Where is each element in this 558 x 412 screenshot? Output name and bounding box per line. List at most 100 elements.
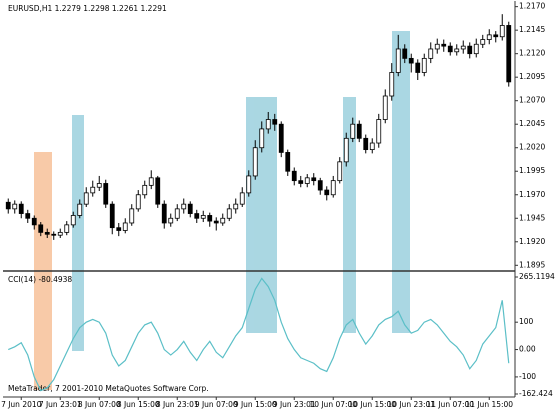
y-tick-label: 1.2120 (519, 49, 545, 58)
candle-body (83, 192, 89, 205)
candle-body (174, 208, 180, 219)
candle-body (259, 128, 265, 149)
candle-body (57, 231, 63, 236)
candle-body (194, 213, 200, 219)
chart-title: EURUSD,H1 1.2279 1.2298 1.2261 1.2291 (8, 4, 167, 13)
y-tick-label: 100 (519, 317, 534, 326)
candle-body (96, 183, 102, 188)
candle-body (447, 45, 453, 53)
candle-body (350, 123, 356, 139)
highlight-blue (392, 31, 410, 333)
candle-body (38, 224, 44, 233)
candle-body (64, 224, 70, 233)
y-tick-label: 1.1895 (519, 260, 545, 269)
candle-body (187, 203, 193, 214)
highlight-blue (72, 115, 84, 351)
candle-body (278, 123, 284, 153)
candle-body (291, 170, 297, 182)
x-tick-label: 7 Jun 2010 (1, 400, 42, 409)
candle-body (337, 161, 343, 182)
y-tick-label: 1.1970 (519, 190, 545, 199)
candle-body (103, 183, 109, 205)
indicator-title: CCI(14) -80.4938 (8, 275, 72, 284)
candle-body (428, 48, 434, 59)
y-tick-label: 1.2045 (519, 119, 545, 128)
candle-body (109, 203, 115, 229)
x-tick-label: 9 Jun 23:01 (273, 400, 316, 409)
candle-body (402, 48, 408, 59)
candle-body (304, 177, 310, 184)
y-tick-label: -162.424 (519, 389, 553, 398)
candle-body (129, 208, 135, 224)
y-tick-label: 1.2020 (519, 143, 545, 152)
y-tick-label: 265.1194 (519, 272, 555, 281)
candle-body (239, 192, 245, 205)
candle-body (25, 213, 31, 219)
y-tick-label: -100 (519, 372, 536, 381)
candle-body (252, 147, 258, 177)
candle-body (161, 203, 167, 224)
candle-body (5, 201, 11, 210)
candle-body (376, 119, 382, 144)
candle-body (486, 34, 492, 40)
x-tick-label: 9 Jun 07:00 (195, 400, 238, 409)
candle-body (181, 203, 187, 210)
candle-body (18, 203, 24, 214)
y-tick-label: 1.2070 (519, 96, 545, 105)
candle-body (467, 45, 473, 55)
candle-body (454, 48, 460, 53)
candle-body (122, 222, 128, 231)
candle-body (148, 177, 154, 186)
candle-body (382, 95, 388, 120)
candle-body (363, 137, 369, 151)
y-tick-label: 1.1995 (519, 166, 545, 175)
candle-body (116, 227, 122, 231)
candle-body (356, 123, 362, 139)
candle-body (207, 215, 213, 222)
candle-body (200, 215, 206, 219)
candle-body (265, 119, 271, 130)
candle-body (246, 175, 252, 194)
candle-body (480, 39, 486, 45)
y-tick-label: 1.2145 (519, 25, 545, 34)
candle-body (155, 177, 161, 205)
candle-body (415, 62, 421, 73)
candle-body (168, 217, 174, 224)
candle-body (51, 233, 57, 236)
y-tick-label: 1.2170 (519, 2, 545, 11)
x-tick-label: 10 Jun 07:00 (309, 400, 357, 409)
candle-body (70, 215, 76, 226)
candle-body (408, 57, 414, 64)
candle-body (460, 45, 466, 50)
x-tick-label: 9 Jun 15:00 (234, 400, 277, 409)
candle-body (389, 72, 395, 97)
candle-body (77, 203, 83, 216)
y-tick-label: 0.00 (519, 345, 536, 354)
candle-body (213, 220, 219, 224)
candle-body (298, 180, 304, 184)
candle-body (285, 152, 291, 172)
candle-body (272, 119, 278, 125)
candle-body (441, 43, 447, 47)
candle-body (220, 217, 226, 224)
candle-body (473, 43, 479, 55)
candle-body (90, 186, 96, 194)
candle-body (226, 208, 232, 219)
x-tick-label: 11 Jun 15:00 (465, 400, 513, 409)
candle-body (31, 217, 37, 226)
cci-line (8, 277, 510, 392)
candle-body (311, 177, 317, 182)
x-tick-label: 8 Jun 23:01 (156, 400, 199, 409)
candle-body (135, 194, 141, 210)
candle-body (233, 203, 239, 210)
x-tick-label: 7 Jun 23:01 (39, 400, 82, 409)
x-tick-label: 10 Jun 15:00 (348, 400, 396, 409)
candle-body (343, 137, 349, 163)
candle-body (421, 57, 427, 73)
candle-body (493, 34, 499, 38)
candle-body (317, 180, 323, 191)
candle-body (434, 43, 440, 50)
candle-body (506, 25, 512, 83)
